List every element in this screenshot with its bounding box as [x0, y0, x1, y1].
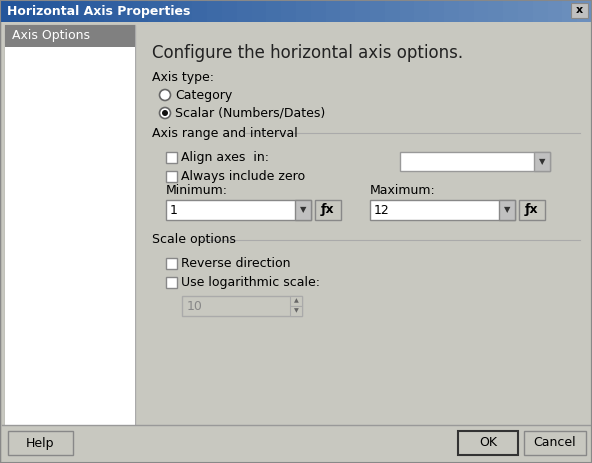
- Text: Align axes  in:: Align axes in:: [181, 151, 269, 164]
- Bar: [5, 47, 135, 425]
- Bar: [518, 0, 533, 22]
- Text: ƒx: ƒx: [321, 204, 335, 217]
- Bar: [166, 277, 177, 288]
- Text: 10: 10: [187, 300, 203, 313]
- Bar: [166, 258, 177, 269]
- Text: OK: OK: [479, 437, 497, 450]
- Bar: [524, 431, 586, 455]
- Bar: [458, 431, 518, 455]
- Bar: [252, 0, 267, 22]
- Bar: [315, 200, 341, 220]
- Text: x: x: [575, 5, 583, 15]
- Text: Axis type:: Axis type:: [152, 71, 214, 85]
- Text: Use logarithmic scale:: Use logarithmic scale:: [181, 276, 320, 289]
- Bar: [192, 0, 208, 22]
- Text: ▼: ▼: [504, 206, 510, 214]
- Bar: [488, 0, 504, 22]
- Text: Scalar (Numbers/Dates): Scalar (Numbers/Dates): [175, 106, 325, 119]
- Text: 12: 12: [374, 204, 390, 217]
- Bar: [548, 0, 563, 22]
- Text: ▼: ▼: [539, 157, 545, 166]
- Bar: [355, 0, 371, 22]
- Text: Minimum:: Minimum:: [166, 184, 228, 198]
- Bar: [118, 0, 134, 22]
- Bar: [326, 0, 341, 22]
- Bar: [370, 0, 385, 22]
- Bar: [385, 0, 400, 22]
- Bar: [166, 152, 177, 163]
- Bar: [133, 0, 149, 22]
- Bar: [295, 200, 311, 220]
- Text: ▼: ▼: [300, 206, 306, 214]
- Bar: [311, 0, 326, 22]
- Bar: [370, 200, 515, 220]
- Bar: [281, 0, 297, 22]
- Text: Reverse direction: Reverse direction: [181, 257, 291, 270]
- Bar: [182, 296, 302, 316]
- Text: Axis range and interval: Axis range and interval: [152, 126, 298, 139]
- Bar: [459, 0, 474, 22]
- Circle shape: [159, 107, 170, 119]
- Bar: [222, 0, 237, 22]
- Text: ƒx: ƒx: [525, 204, 539, 217]
- Bar: [534, 152, 550, 171]
- Text: Help: Help: [25, 437, 54, 450]
- Text: Axis Options: Axis Options: [12, 30, 90, 43]
- Bar: [74, 0, 89, 22]
- Bar: [166, 200, 311, 220]
- Bar: [571, 3, 588, 18]
- Bar: [89, 0, 104, 22]
- Bar: [429, 0, 445, 22]
- Bar: [30, 0, 45, 22]
- Bar: [414, 0, 430, 22]
- Bar: [444, 0, 459, 22]
- Bar: [533, 0, 548, 22]
- Bar: [266, 0, 282, 22]
- Bar: [5, 25, 135, 47]
- Bar: [5, 25, 135, 425]
- Bar: [104, 0, 119, 22]
- Text: Always include zero: Always include zero: [181, 170, 305, 183]
- Bar: [340, 0, 356, 22]
- Bar: [2, 425, 590, 463]
- Bar: [0, 0, 15, 22]
- Text: ▼: ▼: [294, 308, 298, 313]
- Bar: [8, 431, 73, 455]
- Bar: [503, 0, 519, 22]
- Bar: [296, 0, 311, 22]
- Bar: [166, 171, 177, 182]
- Text: Configure the horizontal axis options.: Configure the horizontal axis options.: [152, 44, 463, 62]
- Bar: [237, 0, 252, 22]
- Bar: [15, 0, 30, 22]
- Text: 1: 1: [170, 204, 178, 217]
- Bar: [519, 200, 545, 220]
- Bar: [400, 0, 415, 22]
- Bar: [474, 0, 489, 22]
- Bar: [163, 0, 178, 22]
- Bar: [290, 306, 302, 316]
- Text: Maximum:: Maximum:: [370, 184, 436, 198]
- Text: ▲: ▲: [294, 299, 298, 304]
- Bar: [562, 0, 578, 22]
- Bar: [44, 0, 60, 22]
- Bar: [178, 0, 193, 22]
- Bar: [59, 0, 75, 22]
- Circle shape: [159, 89, 170, 100]
- Bar: [400, 152, 550, 171]
- Text: Scale options: Scale options: [152, 233, 236, 246]
- Text: Cancel: Cancel: [533, 437, 577, 450]
- Bar: [207, 0, 223, 22]
- Bar: [577, 0, 592, 22]
- Circle shape: [162, 110, 168, 116]
- Text: Category: Category: [175, 88, 232, 101]
- Text: Horizontal Axis Properties: Horizontal Axis Properties: [7, 5, 191, 18]
- Bar: [290, 296, 302, 306]
- Bar: [148, 0, 163, 22]
- Bar: [138, 25, 587, 425]
- Bar: [499, 200, 515, 220]
